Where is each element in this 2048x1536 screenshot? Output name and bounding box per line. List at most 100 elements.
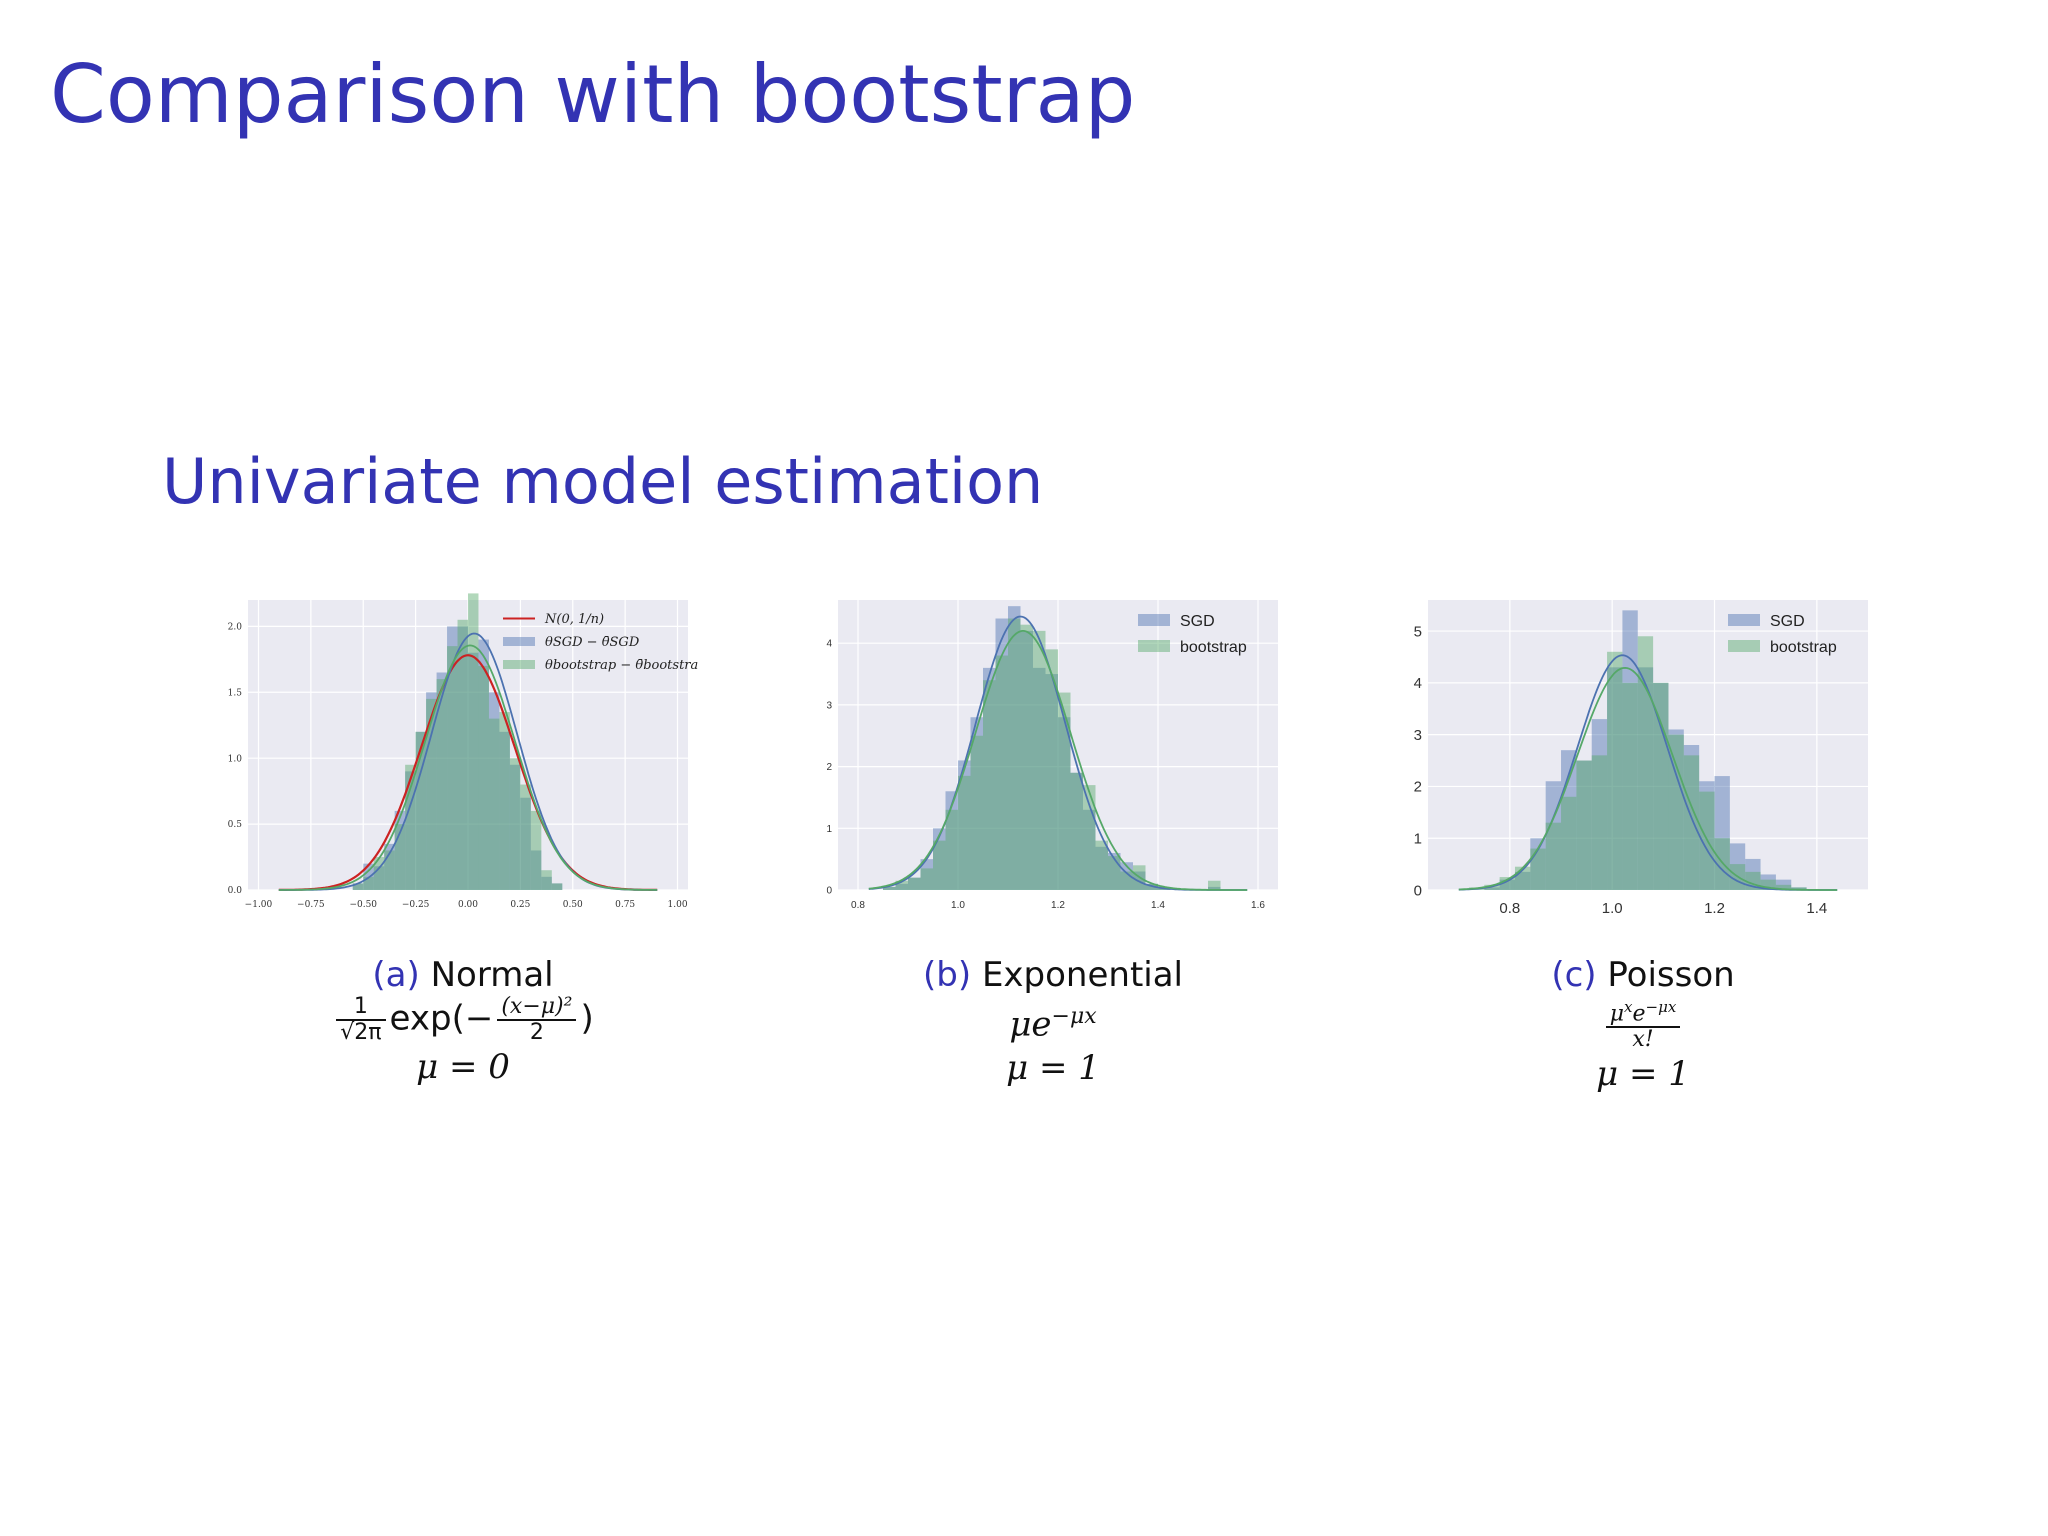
formula-frac-exponent: (x−μ)² 2 xyxy=(497,995,577,1045)
param-poisson: μ = 1 xyxy=(1596,1054,1690,1095)
bar xyxy=(530,810,542,890)
caption-normal: (a) Normal 1 √2π exp(− (x−μ)² 2 ) μ = 0 xyxy=(228,955,698,1089)
bar xyxy=(883,886,896,890)
bar xyxy=(1008,618,1021,890)
bar xyxy=(551,883,563,890)
chart-exponential-svg: 0.8 1.0 1.2 1.4 1.6 0 1 2 3 4 SGD bootstrap xyxy=(826,600,1278,911)
bar xyxy=(415,731,427,890)
caption-letter: (a) xyxy=(372,955,420,995)
bar xyxy=(468,593,479,890)
bar xyxy=(908,877,921,890)
x-tick-label: −0.75 xyxy=(297,900,325,910)
bar xyxy=(373,857,385,890)
y-tick-label: 4 xyxy=(826,639,832,650)
bar xyxy=(1033,667,1046,890)
formula-poisson: μxe−μx x! xyxy=(1408,995,1878,1052)
formula-exponential: μe−μx xyxy=(1009,1004,1097,1045)
chart-poisson: 0.8 1.0 1.2 1.4 0 1 2 3 4 5 SGD bootstrap xyxy=(1408,590,1878,920)
bar xyxy=(488,718,500,890)
legend-label: θSGD − θ̄SGD xyxy=(545,635,640,650)
bar xyxy=(933,840,946,890)
legend-swatch xyxy=(1728,640,1760,652)
bar xyxy=(1653,682,1669,890)
bar xyxy=(499,731,510,890)
y-tick-label: 2.0 xyxy=(228,623,242,633)
x-tick-label: 0.75 xyxy=(615,900,635,910)
y-tick-label: 1 xyxy=(1414,830,1422,847)
x-tick-label: 1.0 xyxy=(1602,900,1623,917)
bar xyxy=(373,866,385,890)
bar xyxy=(384,850,395,890)
bar xyxy=(1591,719,1608,890)
y-tick-label: 4 xyxy=(1414,675,1422,692)
caption-exponential: (b) Exponential μe−μx μ = 1 xyxy=(818,955,1288,1090)
bar xyxy=(1791,887,1807,890)
bar xyxy=(1514,871,1531,890)
bar xyxy=(1484,887,1500,890)
x-tick-label: 0.50 xyxy=(563,900,583,910)
bar xyxy=(394,810,406,890)
chart-poisson-svg: 0.8 1.0 1.2 1.4 0 1 2 3 4 5 SGD bootstrap xyxy=(1414,600,1868,917)
bar xyxy=(1499,877,1515,890)
x-tick-label: 1.00 xyxy=(668,900,688,910)
caption-poisson: (c) Poisson μxe−μx x! μ = 1 xyxy=(1408,955,1878,1096)
bar xyxy=(478,639,489,890)
bar xyxy=(1020,624,1033,890)
caption-letter: (b) xyxy=(923,955,972,995)
bar xyxy=(1760,879,1776,890)
slide-title: Comparison with bootstrap xyxy=(50,48,1136,141)
bar xyxy=(352,883,364,890)
bar xyxy=(1058,692,1071,890)
bar xyxy=(394,824,406,890)
bar xyxy=(1070,772,1083,890)
y-tick-label: 1 xyxy=(826,824,832,835)
bar xyxy=(509,758,521,890)
bar xyxy=(920,859,933,890)
bar xyxy=(1637,667,1654,890)
y-tick-label: 2 xyxy=(1414,779,1422,796)
legend-swatch xyxy=(1138,640,1170,652)
bar xyxy=(1108,856,1121,890)
bar xyxy=(551,883,563,890)
y-tick-label: 0.5 xyxy=(228,820,242,830)
bar xyxy=(1499,879,1515,890)
chart-exponential: 0.8 1.0 1.2 1.4 1.6 0 1 2 3 4 SGD bootstrap xyxy=(818,590,1288,920)
bar xyxy=(499,712,510,890)
y-tick-label: 3 xyxy=(1414,727,1422,744)
legend-swatch xyxy=(503,660,535,669)
x-tick-label: 1.0 xyxy=(951,900,965,911)
x-tick-label: 1.6 xyxy=(1251,900,1265,911)
caption-letter: (c) xyxy=(1551,955,1597,995)
caption-name: Poisson xyxy=(1607,955,1735,995)
bar xyxy=(1083,809,1096,890)
bar xyxy=(1545,822,1562,890)
bar xyxy=(1622,610,1638,890)
bar xyxy=(958,760,971,890)
bar xyxy=(983,667,996,890)
caption-name: Exponential xyxy=(981,955,1183,995)
bar xyxy=(945,809,958,890)
bar xyxy=(995,618,1008,890)
bar xyxy=(895,880,908,890)
chart-normal-svg: −1.00 −0.75 −0.50 −0.25 0.00 0.25 0.50 0.75 1.00… xyxy=(228,593,698,910)
bar xyxy=(1045,649,1058,890)
bar xyxy=(488,692,500,890)
bar xyxy=(970,717,983,890)
bar xyxy=(478,665,489,890)
bar xyxy=(1775,884,1792,890)
bar xyxy=(520,784,531,890)
bar xyxy=(436,672,448,890)
bar xyxy=(1020,630,1033,890)
bar xyxy=(1530,848,1546,890)
legend-swatch xyxy=(1138,614,1170,626)
x-tick-label: 1.4 xyxy=(1806,900,1827,917)
legend-label: bootstrap xyxy=(1180,639,1247,656)
bar xyxy=(384,843,395,890)
y-tick-label: 2 xyxy=(826,762,832,773)
legend-label: SGD xyxy=(1180,613,1215,630)
x-tick-label: 1.4 xyxy=(1151,900,1165,911)
bar xyxy=(457,619,468,890)
bar xyxy=(920,868,933,890)
formula-normal: 1 √2π exp(− (x−μ)² 2 ) xyxy=(228,995,698,1045)
bar xyxy=(1033,630,1046,890)
